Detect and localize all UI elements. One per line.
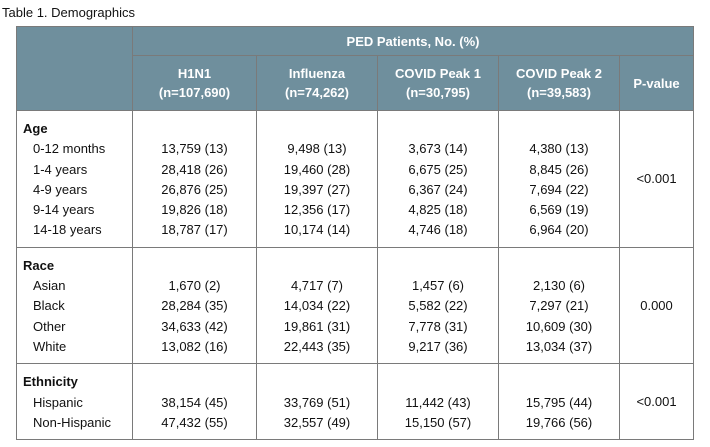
row-label: White (33, 338, 67, 354)
cell-value: 19,397 (27) (283, 181, 351, 197)
row-label: 14-18 years (33, 222, 102, 238)
cell-value: 3,673 (14) (408, 141, 468, 157)
column-header-h1n1: H1N1 (n=107,690) (132, 55, 257, 111)
cell-value: 7,694 (22) (529, 181, 589, 197)
cell-value: 4,717 (7) (290, 278, 344, 294)
cell-value: 9,498 (13) (287, 141, 347, 157)
header-row-top: PED Patients, No. (%) (16, 26, 695, 111)
row-label: Asian (33, 278, 66, 294)
cell-value: 7,297 (21) (529, 298, 589, 314)
influenza-values: 4,717 (7) 14,034 (22) 19,861 (31) 22,443… (256, 246, 378, 365)
cell-value: 15,795 (44) (525, 394, 593, 410)
covid-peak-2-values: 2,130 (6) 7,297 (21) 10,609 (30) 13,034 … (498, 246, 620, 365)
group-title: Ethnicity (23, 374, 78, 390)
group-title: Race (23, 257, 55, 273)
column-n: (n=30,795) (406, 85, 470, 100)
column-header-influenza: Influenza (n=74,262) (256, 55, 378, 111)
cell-value: 28,418 (26) (161, 161, 228, 177)
pvalue-cell: <0.001 (618, 110, 695, 248)
h1n1-values: 38,154 (45) 47,432 (55) (132, 363, 257, 441)
header-group-label: PED Patients, No. (%) (131, 26, 695, 56)
row-label: Hispanic (33, 394, 83, 410)
pvalue-cell: <0.001 (618, 363, 695, 441)
cell-value: 15,150 (57) (404, 414, 472, 430)
cell-value: 13,082 (16) (161, 338, 228, 354)
cell-value: 19,826 (18) (161, 202, 228, 218)
covid-peak-2-values: 4,380 (13) 8,845 (26) 7,694 (22) 6,569 (… (498, 110, 620, 248)
h1n1-values: 13,759 (13) 28,418 (26) 26,876 (25) 19,8… (132, 110, 257, 248)
cell-value: 28,284 (35) (161, 298, 228, 314)
cell-value: 7,778 (31) (408, 318, 468, 334)
cell-value: 33,769 (51) (283, 394, 351, 410)
cell-value: 11,442 (43) (405, 394, 471, 410)
cell-value: 38,154 (45) (161, 394, 228, 410)
column-n: (n=74,262) (285, 85, 349, 100)
cell-value: 12,356 (17) (283, 202, 351, 218)
cell-value: 4,380 (13) (529, 141, 589, 157)
column-header-pvalue: P-value (618, 55, 695, 111)
cell-value: 18,787 (17) (161, 222, 228, 238)
table-caption: Table 1. Demographics (2, 5, 135, 20)
cell-value: 26,876 (25) (161, 181, 228, 197)
covid-peak-1-values: 11,442 (43) 15,150 (57) (377, 363, 499, 441)
cell-value: 47,432 (55) (161, 414, 228, 430)
cell-value: 13,759 (13) (161, 141, 228, 157)
group-ethnicity: Ethnicity Hispanic Non-Hispanic 38,154 (… (16, 363, 695, 441)
h1n1-values: 1,670 (2) 28,284 (35) 34,633 (42) 13,082… (132, 246, 257, 365)
cell-value: 9,217 (36) (408, 338, 468, 354)
column-name: Influenza (288, 66, 346, 81)
row-label: 0-12 months (33, 141, 106, 157)
cell-value: 5,582 (22) (408, 298, 468, 314)
row-label: Other (33, 318, 66, 334)
covid-peak-1-values: 3,673 (14) 6,675 (25) 6,367 (24) 4,825 (… (377, 110, 499, 248)
cell-value: 10,174 (14) (283, 222, 351, 238)
column-name: COVID Peak 1 (395, 66, 481, 81)
cell-value: 34,633 (42) (161, 318, 228, 334)
influenza-values: 33,769 (51) 32,557 (49) (256, 363, 378, 441)
pvalue-cell: 0.000 (618, 246, 695, 365)
group-labels: Ethnicity Hispanic Non-Hispanic (16, 363, 133, 441)
influenza-values: 9,498 (13) 19,460 (28) 19,397 (27) 12,35… (256, 110, 378, 248)
cell-value: 1,670 (2) (168, 278, 221, 294)
cell-value: 6,367 (24) (408, 181, 468, 197)
row-label: 4-9 years (33, 181, 88, 197)
cell-value: 19,861 (31) (283, 318, 351, 334)
cell-value: 6,675 (25) (408, 161, 468, 177)
cell-value: 19,766 (56) (525, 414, 593, 430)
cell-value: 19,460 (28) (283, 161, 351, 177)
column-header-covid-peak-2: COVID Peak 2 (n=39,583) (498, 55, 620, 111)
header-corner-cell (16, 26, 133, 111)
cell-value: 10,609 (30) (525, 318, 593, 334)
covid-peak-2-values: 15,795 (44) 19,766 (56) (498, 363, 620, 441)
demographics-table: PED Patients, No. (%) H1N1 (n=107,690) I… (16, 26, 695, 441)
group-labels: Age 0-12 months 1-4 years 4-9 years 9-14… (16, 110, 133, 248)
column-n: (n=39,583) (527, 85, 591, 100)
column-name: COVID Peak 2 (516, 66, 602, 81)
cell-value: 4,746 (18) (408, 222, 468, 238)
cell-value: 6,569 (19) (529, 202, 589, 218)
covid-peak-1-values: 1,457 (6) 5,582 (22) 7,778 (31) 9,217 (3… (377, 246, 499, 365)
column-header-covid-peak-1: COVID Peak 1 (n=30,795) (377, 55, 499, 111)
row-label: Black (33, 298, 65, 314)
header-row-columns: H1N1 (n=107,690) Influenza (n=74,262) CO… (17, 55, 695, 111)
cell-value: 2,130 (6) (532, 278, 586, 294)
group-race: Race Asian Black Other White 1,670 (2) 2… (16, 246, 695, 365)
column-name: H1N1 (177, 66, 212, 81)
group-title: Age (23, 121, 48, 136)
cell-value: 6,964 (20) (529, 222, 589, 238)
cell-value: 32,557 (49) (283, 414, 351, 430)
cell-value: 14,034 (22) (283, 298, 351, 314)
cell-value: 22,443 (35) (283, 338, 351, 354)
group-age: Age 0-12 months 1-4 years 4-9 years 9-14… (16, 110, 695, 248)
group-labels: Race Asian Black Other White (16, 246, 133, 365)
cell-value: 8,845 (26) (529, 161, 589, 177)
cell-value: 13,034 (37) (525, 338, 593, 354)
cell-value: 4,825 (18) (408, 202, 468, 218)
row-label: 1-4 years (33, 161, 88, 177)
row-label: Non-Hispanic (33, 414, 112, 430)
row-label: 9-14 years (33, 202, 95, 218)
column-n: (n=107,690) (158, 85, 231, 100)
cell-value: 1,457 (6) (411, 278, 465, 294)
